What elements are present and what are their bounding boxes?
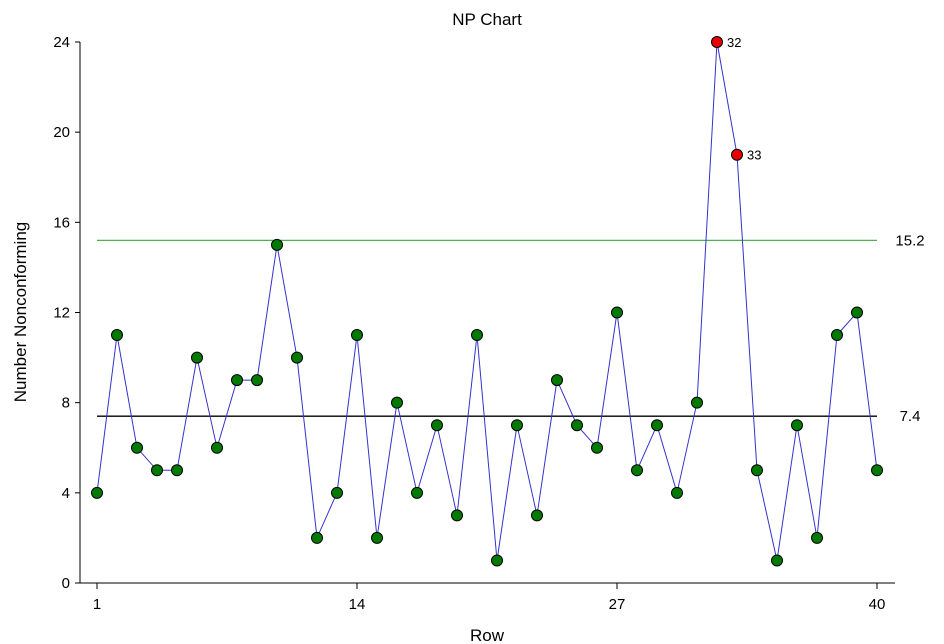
data-point xyxy=(351,329,363,342)
data-point xyxy=(451,509,463,522)
center-line-label: 7.4 xyxy=(900,408,921,425)
out-of-control-label: 32 xyxy=(727,35,741,50)
data-point xyxy=(411,486,423,499)
data-point xyxy=(251,374,263,387)
out-of-control-point xyxy=(711,36,723,48)
out-of-control-label: 33 xyxy=(747,148,761,163)
y-tick-label: 12 xyxy=(53,305,70,322)
series-line xyxy=(96,41,878,561)
data-point xyxy=(811,531,823,544)
y-tick-label: 8 xyxy=(62,395,70,412)
point-labels: 32 33 xyxy=(727,35,761,163)
data-point xyxy=(571,419,583,432)
markers xyxy=(91,36,883,567)
data-point xyxy=(271,238,283,251)
data-point xyxy=(291,351,303,364)
data-point xyxy=(791,419,803,432)
data-point xyxy=(371,531,383,544)
data-point xyxy=(851,306,863,319)
data-point xyxy=(491,554,503,567)
x-tick-label: 40 xyxy=(869,596,886,613)
data-point xyxy=(531,509,543,522)
data-point xyxy=(691,396,703,409)
out-of-control-point xyxy=(731,148,743,161)
y-tick-label: 16 xyxy=(53,214,70,231)
series-layer xyxy=(96,41,878,561)
data-point xyxy=(611,306,623,319)
data-point xyxy=(151,464,163,477)
data-point xyxy=(191,351,203,364)
y-axis-label: Number Nonconforming xyxy=(11,222,30,402)
y-tick-label: 20 xyxy=(53,124,70,141)
data-point xyxy=(311,531,323,544)
data-point xyxy=(831,329,843,342)
data-point xyxy=(591,441,603,454)
y-ticks: 0 4 8 12 16 20 24 xyxy=(53,34,80,592)
x-tick-label: 14 xyxy=(349,596,366,613)
data-point xyxy=(771,554,783,567)
y-tick-label: 4 xyxy=(62,485,70,502)
x-tick-label: 27 xyxy=(609,596,626,613)
limit-lines: 15.2 7.4 xyxy=(97,232,925,425)
data-point xyxy=(211,441,223,454)
upper-control-limit-label: 15.2 xyxy=(895,232,924,249)
y-tick-label: 24 xyxy=(53,34,70,51)
data-point xyxy=(91,486,103,499)
data-point xyxy=(471,329,483,342)
data-point xyxy=(331,486,343,499)
data-point xyxy=(231,374,243,387)
data-point xyxy=(671,486,683,499)
data-point xyxy=(511,419,523,432)
data-point xyxy=(631,464,643,477)
data-point xyxy=(131,441,143,454)
x-axis-label: Row xyxy=(470,626,505,644)
data-point xyxy=(551,374,563,387)
data-point xyxy=(111,329,123,342)
data-point xyxy=(871,464,883,477)
data-point xyxy=(171,464,183,477)
x-ticks: 1 14 27 40 xyxy=(93,583,886,613)
data-point xyxy=(751,464,763,477)
data-point xyxy=(651,419,663,432)
data-point xyxy=(391,396,403,409)
chart-title: NP Chart xyxy=(452,10,522,29)
data-point xyxy=(431,419,443,432)
y-tick-label: 0 xyxy=(62,575,70,592)
x-tick-label: 1 xyxy=(93,596,101,613)
